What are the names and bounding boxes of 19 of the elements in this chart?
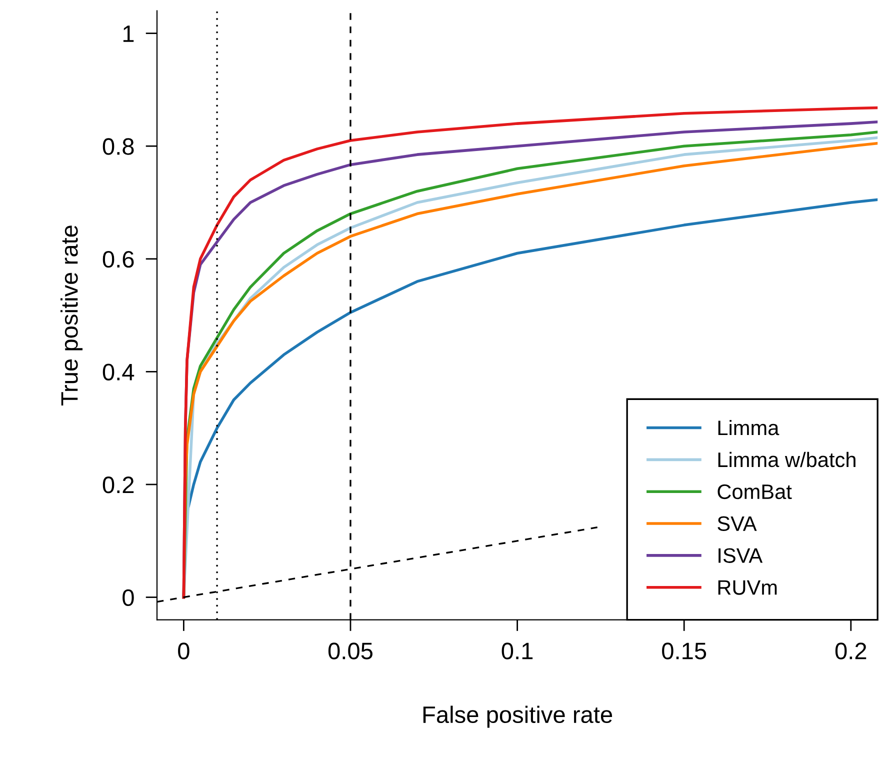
y-tick-label: 0.2 — [102, 476, 134, 494]
x-tick-label: 0.1 — [502, 642, 533, 660]
legend-label: SVA — [718, 516, 757, 532]
y-tick-label: 0.6 — [102, 250, 134, 268]
y-tick-label: 0.4 — [102, 364, 134, 380]
x-tick-label: 0.2 — [835, 642, 866, 660]
legend-label: Limma — [718, 420, 780, 436]
x-tick-label: 0.05 — [328, 642, 372, 660]
y-tick-label: 1 — [123, 26, 134, 42]
legend-label: Limma w/batch — [718, 452, 856, 468]
y-tick-label: 0 — [122, 589, 134, 606]
y-tick-label: 0.8 — [102, 138, 134, 155]
legend-label: ComBat — [718, 484, 792, 500]
y-axis-title: True positive rate — [60, 226, 83, 406]
legend-label: ISVA — [718, 548, 763, 563]
x-tick-label: 0.15 — [662, 642, 706, 660]
x-tick-label: 0 — [178, 642, 190, 660]
x-axis-title: False positive rate — [423, 706, 612, 728]
legend-label: RUVm — [718, 580, 777, 595]
